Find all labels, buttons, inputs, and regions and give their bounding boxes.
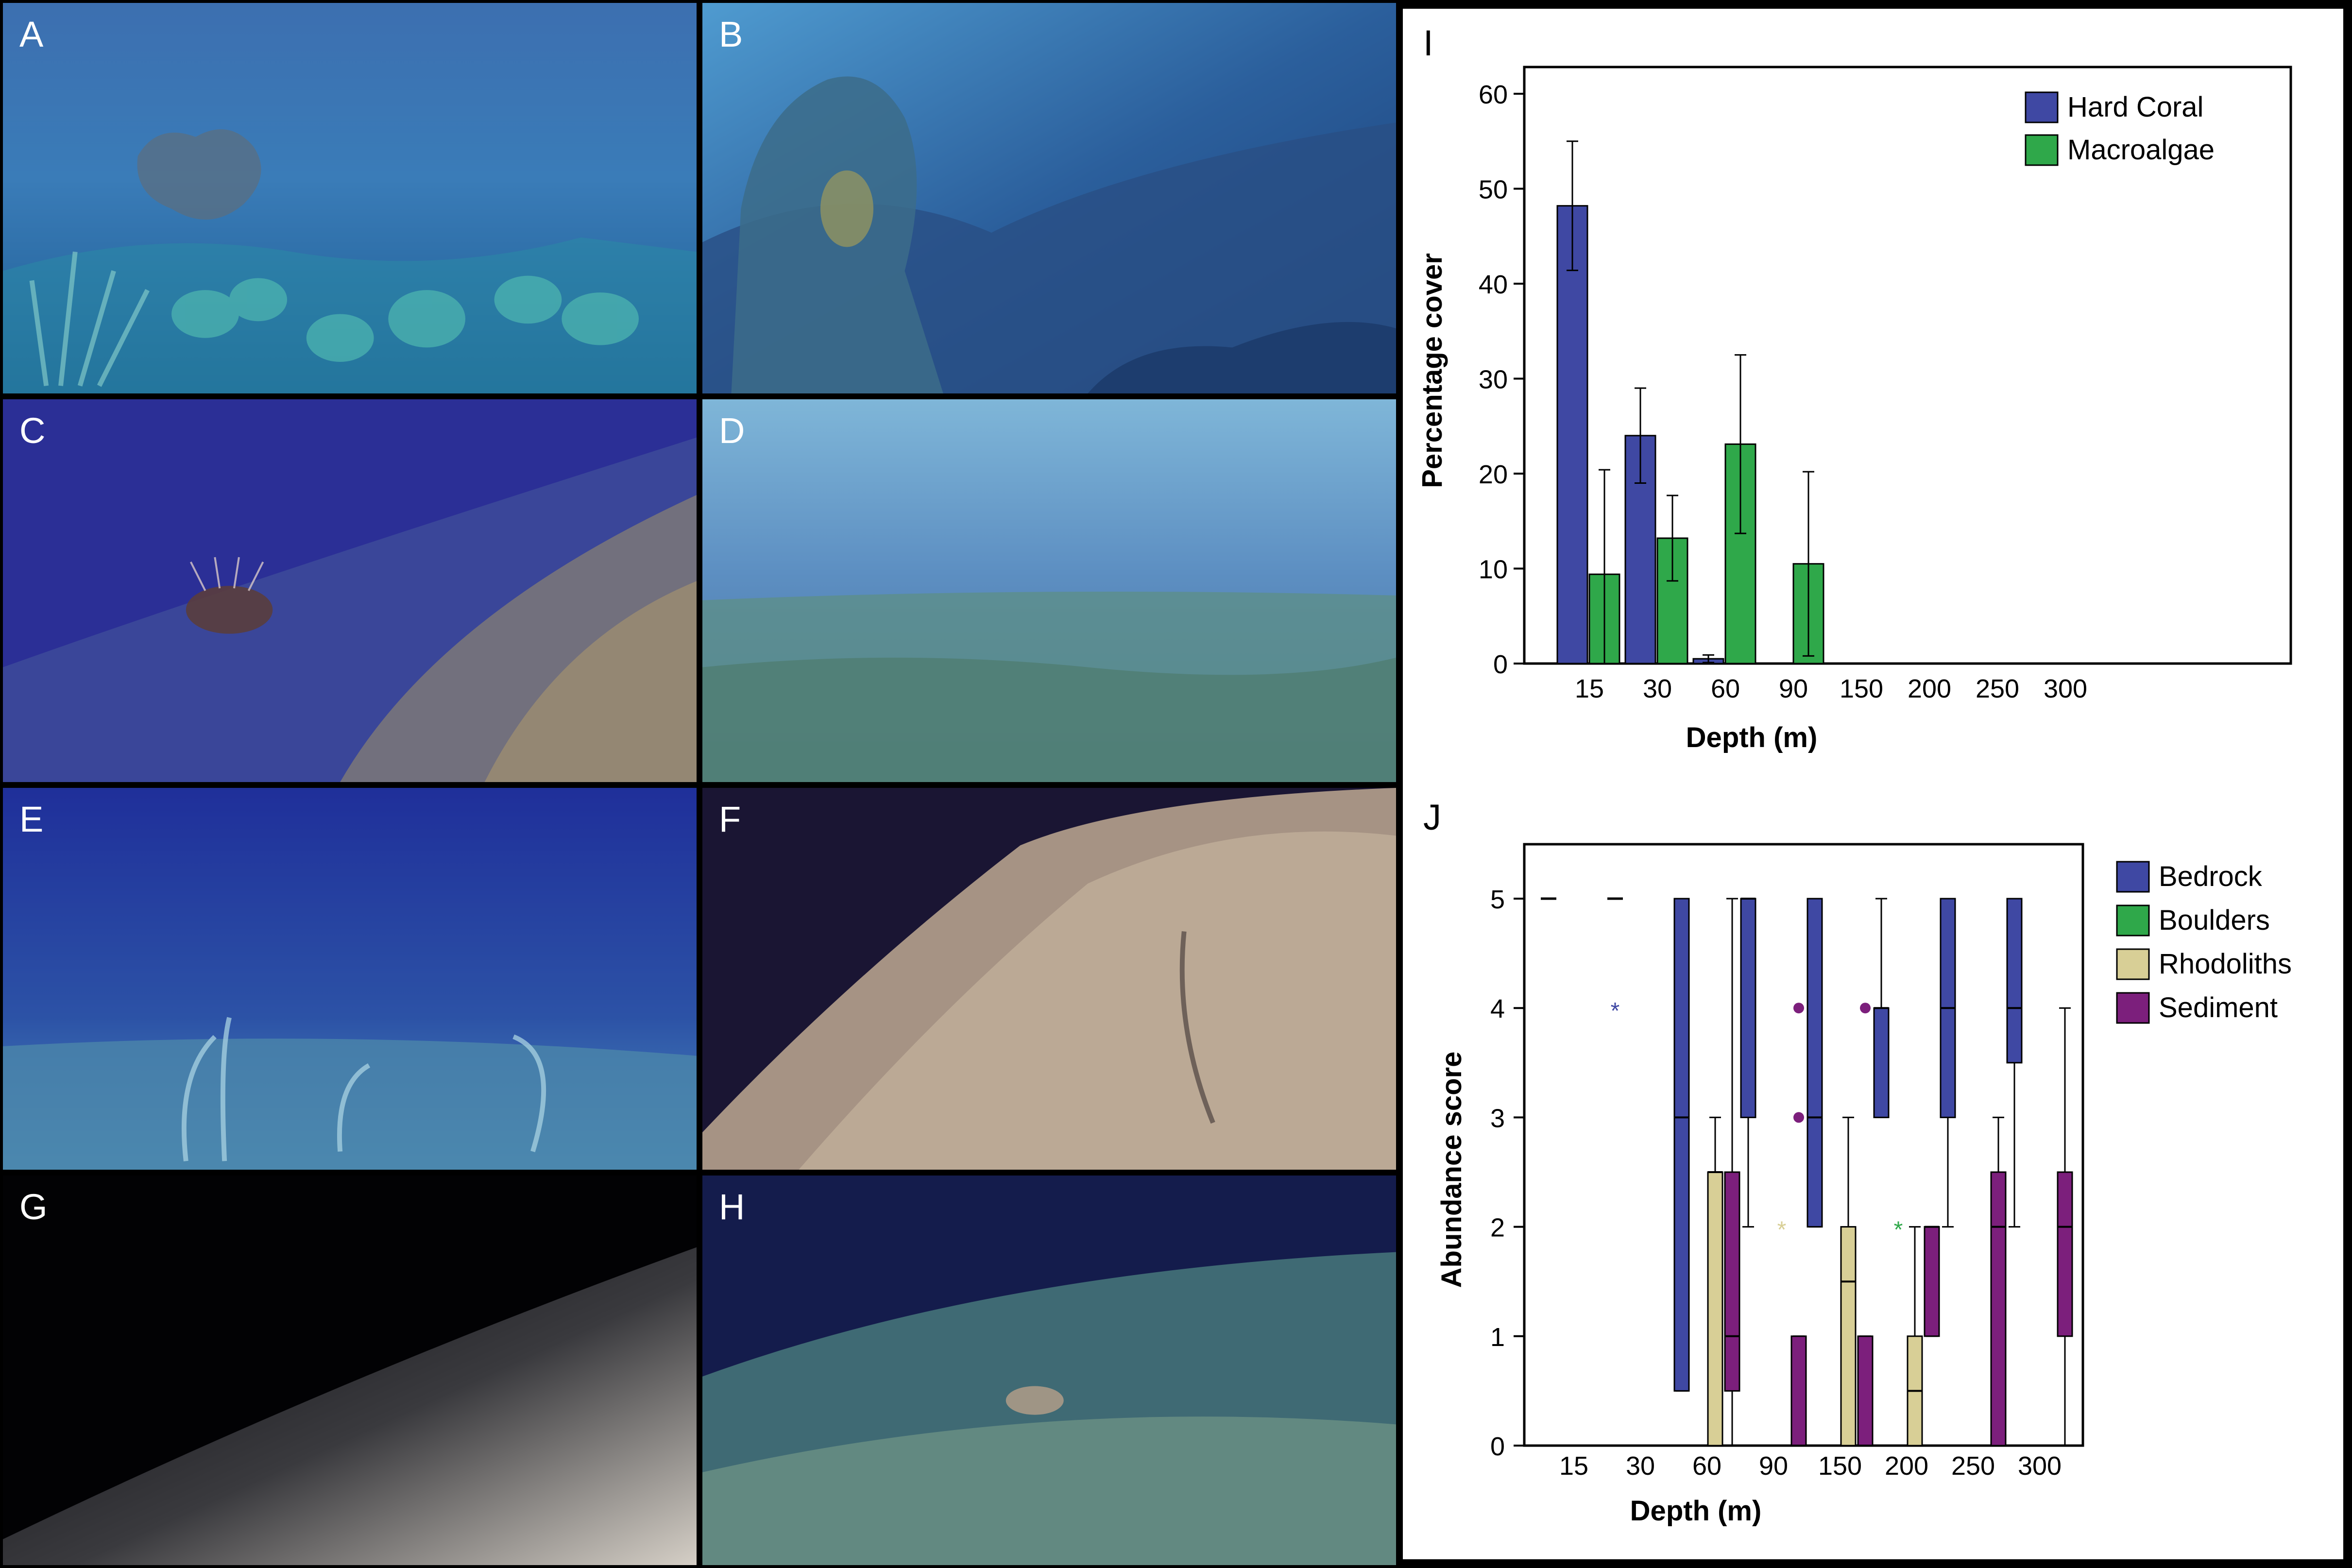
chart-j-xtick-label: 150 xyxy=(1818,1451,1862,1481)
photo-panel-e: E xyxy=(0,785,699,1173)
photo-h-scene xyxy=(702,1176,1396,1565)
chart-j-ytick-label: 4 xyxy=(1490,994,1505,1023)
chart-j-legend-label: Sediment xyxy=(2159,992,2278,1023)
chart-j-xtick-label: 250 xyxy=(1951,1451,1995,1481)
chart-j-outlier-star: * xyxy=(1777,1217,1787,1243)
panel-label-h: H xyxy=(719,1187,745,1227)
charts-panel: I 0 10 20 30 40 50 60 15 30 60 90 150 200 250 300 Hard … xyxy=(1403,9,2343,1559)
chart-j-legend-swatch xyxy=(2116,948,2150,980)
photo-panel-g: G xyxy=(0,1173,699,1568)
chart-j-ytick-label: 5 xyxy=(1490,885,1505,914)
chart-i-ytick-label: 50 xyxy=(1479,175,1508,205)
chart-i-legend-swatch xyxy=(2025,91,2059,123)
chart-j-xtick-label: 200 xyxy=(1885,1451,1928,1481)
chart-j-box xyxy=(1673,898,1690,1392)
chart-j-outlier-star: * xyxy=(1894,1217,1903,1243)
chart-j-legend-label: Boulders xyxy=(2159,904,2270,936)
chart-j-box xyxy=(1790,1335,1807,1447)
photo-g-scene xyxy=(3,1176,697,1565)
chart-j-box xyxy=(1990,1171,2007,1447)
chart-j-legend-label: Rhodoliths xyxy=(2159,948,2292,980)
chart-j-xtick-label: 30 xyxy=(1626,1451,1655,1481)
chart-j-outlier-dot xyxy=(1793,1003,1804,1014)
chart-j-panel-label: J xyxy=(1423,797,1441,837)
chart-j-xtick-label: 90 xyxy=(1759,1451,1788,1481)
panel-label-e: E xyxy=(19,799,44,839)
chart-j-xtick-label: 60 xyxy=(1692,1451,1721,1481)
chart-i-xtick-label: 250 xyxy=(1976,674,2019,703)
chart-i-legend-swatch xyxy=(2025,134,2059,166)
chart-j-legend-swatch xyxy=(2116,904,2150,937)
chart-i-xtick-label: 90 xyxy=(1779,674,1808,703)
chart-i-xtick-label: 15 xyxy=(1575,674,1604,703)
photo-f-scene xyxy=(702,788,1396,1170)
chart-i-ytick-label: 10 xyxy=(1479,555,1508,584)
photo-panel-c: C xyxy=(0,396,699,785)
chart-j-box xyxy=(1857,1335,1874,1447)
chart-i-bar xyxy=(1556,205,1588,665)
chart-j-box xyxy=(1840,1226,1857,1447)
chart-i-legend-label: Hard Coral xyxy=(2067,91,2203,123)
photo-panel-f: F xyxy=(699,785,1399,1173)
chart-j-box xyxy=(1924,1226,1940,1337)
chart-i-bar xyxy=(1656,537,1688,665)
chart-i-ytick-label: 40 xyxy=(1479,270,1508,299)
chart-j-outlier-dot xyxy=(1860,1003,1871,1014)
chart-j-legend-swatch xyxy=(2116,992,2150,1024)
chart-i-xlabel: Depth (m) xyxy=(1686,722,1818,753)
chart-i-xtick-label: 300 xyxy=(2044,674,2087,703)
chart-j-box xyxy=(1740,898,1756,1118)
photo-c-scene xyxy=(3,399,697,782)
chart-j-plot: 0 1 2 3 4 5 15 30 60 90 150 200 250 300 * * * Bedrock Boul… xyxy=(1490,843,2292,1481)
chart-j-xtick-label: 15 xyxy=(1559,1451,1588,1481)
chart-i-xtick-label: 150 xyxy=(1840,674,1883,703)
chart-j-box xyxy=(1807,898,1823,1228)
chart-j-ytick-label: 0 xyxy=(1490,1432,1505,1461)
chart-i-xtick-label: 200 xyxy=(1908,674,1951,703)
chart-i-panel-label: I xyxy=(1423,23,1433,63)
chart-j-xlabel: Depth (m) xyxy=(1630,1495,1762,1527)
chart-j-box xyxy=(1724,1171,1740,1392)
chart-j-legend-label: Bedrock xyxy=(2159,861,2263,892)
panel-label-f: F xyxy=(719,799,741,839)
chart-j-ytick-label: 3 xyxy=(1490,1104,1505,1133)
chart-i-ytick-label: 30 xyxy=(1479,365,1508,394)
photo-a-scene xyxy=(3,3,697,393)
chart-i-xtick-label: 60 xyxy=(1711,674,1740,703)
photo-d-scene xyxy=(702,399,1396,782)
photo-panel-h: H xyxy=(699,1173,1399,1568)
chart-i-plot: 0 10 20 30 40 50 60 15 30 60 90 150 200 250 300 Hard Co… xyxy=(1479,66,2292,703)
chart-i-ylabel: Percentage cover xyxy=(1416,253,1448,488)
chart-j-ytick-label: 1 xyxy=(1490,1323,1505,1352)
chart-j-outlier-star: * xyxy=(1611,998,1620,1024)
photo-panel-a: A xyxy=(0,0,699,396)
chart-i-ytick-label: 0 xyxy=(1493,650,1508,679)
panel-label-d: D xyxy=(719,410,745,451)
chart-j-box xyxy=(2006,898,2023,1064)
chart-i: I 0 10 20 30 40 50 60 15 30 60 90 150 200 250 300 Hard … xyxy=(1416,23,2292,753)
panel-label-c: C xyxy=(19,410,46,451)
chart-i-ytick-label: 60 xyxy=(1479,80,1508,109)
chart-i-ytick-label: 20 xyxy=(1479,460,1508,489)
chart-j-outlier-dot xyxy=(1793,1112,1804,1123)
photo-b-scene xyxy=(702,3,1396,393)
chart-i-frame xyxy=(1523,66,2292,665)
photo-e-scene xyxy=(3,788,697,1170)
chart-j-legend-swatch xyxy=(2116,861,2150,893)
photo-panel-d: D xyxy=(699,396,1399,785)
chart-j-ytick-label: 2 xyxy=(1490,1213,1505,1243)
chart-j-xtick-label: 300 xyxy=(2018,1451,2062,1481)
chart-j: J 0 1 2 3 4 5 15 30 60 90 150 200 250 300 * * * Bedrock Bo… xyxy=(1423,797,2292,1527)
photo-panel-b: B xyxy=(699,0,1399,396)
chart-j-box xyxy=(1873,1007,1890,1118)
panel-label-b: B xyxy=(719,14,743,54)
chart-j-box xyxy=(2057,1171,2073,1337)
panel-label-a: A xyxy=(19,14,44,54)
chart-i-legend-label: Macroalgae xyxy=(2067,134,2215,166)
panel-label-g: G xyxy=(19,1187,48,1227)
chart-j-ylabel: Abundance score xyxy=(1436,1052,1467,1288)
chart-i-xtick-label: 30 xyxy=(1643,674,1672,703)
chart-j-box xyxy=(1707,1171,1723,1447)
